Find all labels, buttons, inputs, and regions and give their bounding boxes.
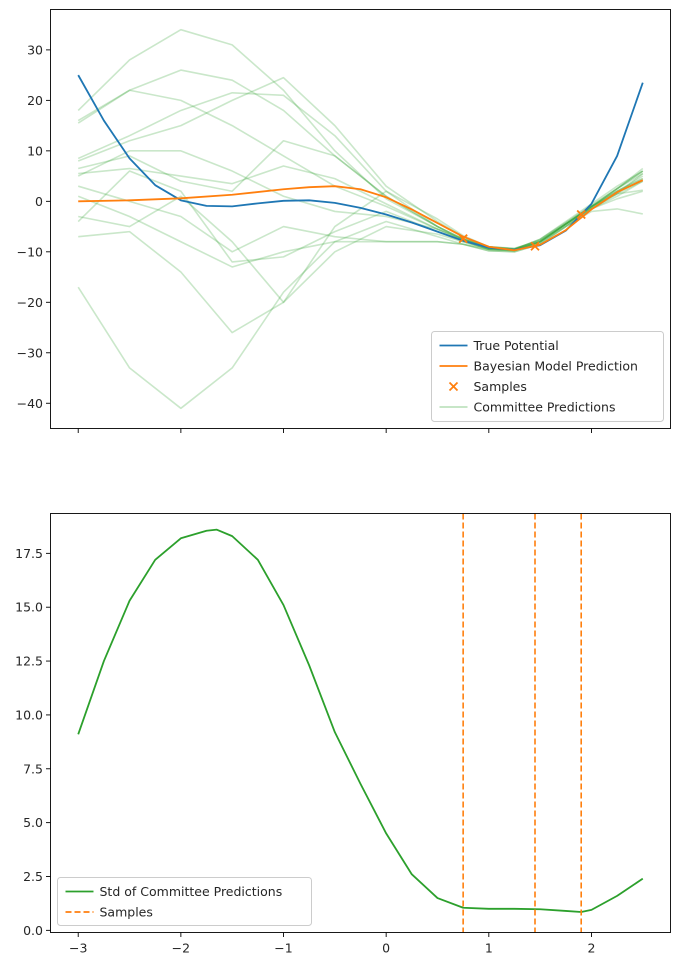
legend-frame — [57, 877, 312, 926]
legend-handle — [448, 381, 459, 392]
committee-prediction-line-12 — [78, 170, 644, 334]
legend-frame — [431, 331, 664, 422]
bottom-ytick-label: 5.0 — [23, 815, 43, 830]
legend-top: True Potential Bayesian Model Prediction S… — [431, 331, 664, 422]
bottom-xtick-label: 0 — [382, 941, 390, 956]
bottom-ytick-label: 15.0 — [15, 600, 43, 615]
sample-marker — [530, 241, 540, 251]
legend-label: Samples — [474, 379, 527, 394]
committee-prediction-line-13 — [77, 170, 644, 263]
legend-label: Committee Predictions — [474, 400, 616, 415]
bottom-ytick-label: 17.5 — [15, 546, 43, 561]
bottom-ytick-label: 7.5 — [23, 761, 43, 776]
top-ytick-label: −30 — [17, 345, 43, 360]
bottom-xtick-label: −2 — [172, 941, 190, 956]
chart-top-potential: −40 −30 −20 −10 0 10 20 30 True Potential Bayesia… — [17, 9, 671, 433]
plot-frame — [50, 513, 671, 933]
top-ytick-label: 0 — [35, 194, 43, 209]
chart-bottom-std: 0.0 2.5 5.0 7.5 10.0 12.5 15.0 17.5 −3 −2 −1 0 1 2 Std… — [15, 513, 671, 956]
bottom-ytick-label: 2.5 — [23, 869, 43, 884]
bottom-xtick-label: 2 — [587, 941, 595, 956]
bottom-ytick-label: 0.0 — [23, 923, 43, 938]
legend-label: Samples — [100, 905, 153, 920]
legend-label: True Potential — [473, 338, 559, 353]
legend-label: Bayesian Model Prediction — [474, 359, 638, 374]
plot-area — [77, 513, 644, 933]
bottom-ytick-label: 12.5 — [15, 654, 43, 669]
bottom-xtick-label: 1 — [485, 941, 493, 956]
committee-prediction-line-10 — [78, 167, 644, 304]
bottom-xtick-label: −1 — [274, 941, 292, 956]
legend-bottom: Std of Committee Predictions Samples — [57, 877, 312, 926]
committee-prediction-line-1 — [77, 28, 644, 251]
top-ytick-label: 10 — [27, 143, 43, 158]
bottom-xtick-label: −3 — [69, 941, 87, 956]
sample-marker — [458, 234, 468, 244]
plot-area — [77, 28, 644, 410]
sample-marker — [576, 209, 586, 220]
top-ytick-label: −10 — [17, 244, 43, 259]
committee-prediction-line-5 — [77, 92, 644, 251]
top-ytick-label: 30 — [27, 42, 43, 57]
top-ytick-label: −20 — [17, 295, 43, 310]
top-ytick-label: 20 — [27, 93, 43, 108]
legend-label: Std of Committee Predictions — [100, 884, 283, 899]
committee-prediction-line-7 — [77, 150, 643, 250]
bayesian-prediction-line — [78, 179, 644, 252]
bottom-ytick-label: 10.0 — [15, 707, 43, 722]
committee-prediction-line-3 — [77, 89, 644, 250]
top-ytick-label: −40 — [17, 396, 43, 411]
committee-prediction-line-2 — [77, 69, 644, 251]
plot-frame — [50, 9, 671, 429]
std-committee-line — [77, 528, 644, 913]
